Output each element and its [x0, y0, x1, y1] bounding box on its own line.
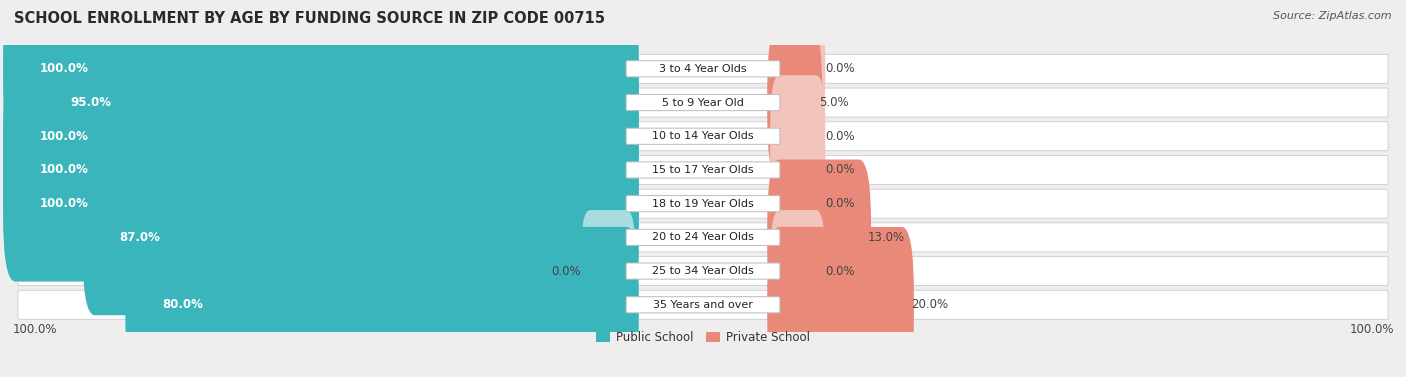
FancyBboxPatch shape [770, 8, 825, 130]
FancyBboxPatch shape [626, 95, 780, 110]
Text: 0.0%: 0.0% [825, 164, 855, 176]
Text: 0.0%: 0.0% [825, 130, 855, 143]
FancyBboxPatch shape [626, 61, 780, 77]
Text: 100.0%: 100.0% [39, 197, 89, 210]
FancyBboxPatch shape [18, 189, 1388, 218]
FancyBboxPatch shape [3, 126, 638, 282]
FancyBboxPatch shape [626, 263, 780, 279]
FancyBboxPatch shape [626, 162, 780, 178]
Text: 15 to 17 Year Olds: 15 to 17 Year Olds [652, 165, 754, 175]
FancyBboxPatch shape [768, 159, 872, 315]
FancyBboxPatch shape [18, 223, 1388, 252]
FancyBboxPatch shape [768, 25, 823, 181]
FancyBboxPatch shape [18, 155, 1388, 184]
Text: 100.0%: 100.0% [39, 164, 89, 176]
Text: 18 to 19 Year Olds: 18 to 19 Year Olds [652, 199, 754, 208]
FancyBboxPatch shape [770, 75, 825, 197]
Text: 10 to 14 Year Olds: 10 to 14 Year Olds [652, 131, 754, 141]
FancyBboxPatch shape [18, 122, 1388, 151]
FancyBboxPatch shape [3, 0, 638, 147]
FancyBboxPatch shape [18, 54, 1388, 83]
Text: 0.0%: 0.0% [551, 265, 581, 277]
Text: 20 to 24 Year Olds: 20 to 24 Year Olds [652, 232, 754, 242]
Text: 80.0%: 80.0% [162, 298, 202, 311]
FancyBboxPatch shape [581, 210, 636, 332]
FancyBboxPatch shape [768, 227, 914, 377]
FancyBboxPatch shape [3, 92, 638, 248]
FancyBboxPatch shape [626, 128, 780, 144]
FancyBboxPatch shape [34, 25, 638, 181]
FancyBboxPatch shape [83, 159, 638, 315]
Text: 0.0%: 0.0% [825, 265, 855, 277]
FancyBboxPatch shape [770, 143, 825, 265]
Text: 25 to 34 Year Olds: 25 to 34 Year Olds [652, 266, 754, 276]
FancyBboxPatch shape [125, 227, 638, 377]
Text: 95.0%: 95.0% [70, 96, 111, 109]
Text: 87.0%: 87.0% [120, 231, 160, 244]
Text: Source: ZipAtlas.com: Source: ZipAtlas.com [1274, 11, 1392, 21]
Text: 5 to 9 Year Old: 5 to 9 Year Old [662, 98, 744, 107]
Text: 35 Years and over: 35 Years and over [652, 300, 754, 310]
FancyBboxPatch shape [18, 290, 1388, 319]
FancyBboxPatch shape [770, 109, 825, 231]
Text: 100.0%: 100.0% [39, 62, 89, 75]
Text: 0.0%: 0.0% [825, 62, 855, 75]
Text: 13.0%: 13.0% [868, 231, 905, 244]
Text: 20.0%: 20.0% [911, 298, 948, 311]
Text: 0.0%: 0.0% [825, 197, 855, 210]
Text: SCHOOL ENROLLMENT BY AGE BY FUNDING SOURCE IN ZIP CODE 00715: SCHOOL ENROLLMENT BY AGE BY FUNDING SOUR… [14, 11, 605, 26]
FancyBboxPatch shape [626, 196, 780, 212]
FancyBboxPatch shape [770, 210, 825, 332]
FancyBboxPatch shape [626, 229, 780, 245]
Text: 5.0%: 5.0% [820, 96, 849, 109]
Text: 100.0%: 100.0% [39, 130, 89, 143]
FancyBboxPatch shape [3, 58, 638, 214]
Text: 3 to 4 Year Olds: 3 to 4 Year Olds [659, 64, 747, 74]
Text: 100.0%: 100.0% [1350, 323, 1393, 336]
FancyBboxPatch shape [18, 88, 1388, 117]
Text: 100.0%: 100.0% [13, 323, 56, 336]
FancyBboxPatch shape [626, 297, 780, 313]
FancyBboxPatch shape [18, 257, 1388, 286]
Legend: Public School, Private School: Public School, Private School [592, 326, 814, 349]
